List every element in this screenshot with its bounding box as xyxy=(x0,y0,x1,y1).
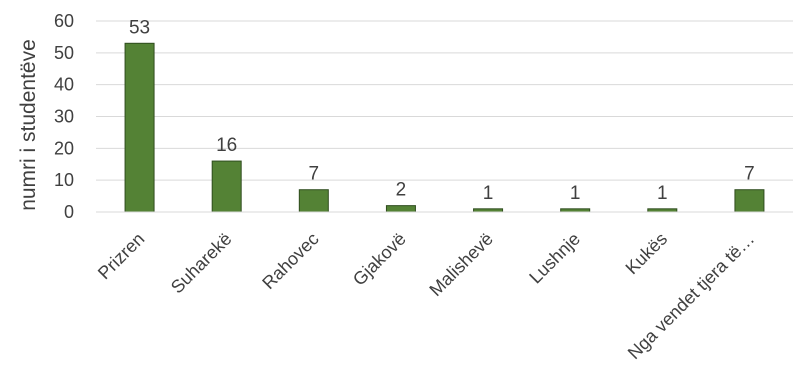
bar xyxy=(211,160,242,213)
bar xyxy=(124,42,155,213)
data-label: 1 xyxy=(483,183,494,204)
x-category-label: Rahovec xyxy=(258,229,322,293)
x-category-label: Lushnje xyxy=(525,229,584,288)
x-category-label: Suharekë xyxy=(167,229,236,298)
bar xyxy=(298,189,329,213)
data-label: 1 xyxy=(570,183,581,204)
y-tick-label: 30 xyxy=(54,107,74,127)
data-label: 16 xyxy=(216,135,237,156)
y-tick-label: 60 xyxy=(54,11,74,31)
x-category-label: Malishevë xyxy=(425,229,496,300)
bar xyxy=(734,189,765,213)
data-label: 53 xyxy=(129,17,150,38)
data-labels: 53 16 7 2 1 1 1 7 xyxy=(129,17,755,204)
gridlines xyxy=(96,20,793,181)
data-label: 1 xyxy=(657,183,668,204)
data-label: 7 xyxy=(744,164,755,185)
x-axis-categories: Prizren Suharekë Rahovec Gjakovë Malishevë Lu… xyxy=(94,229,758,363)
y-axis-ticks: 0 10 20 30 40 50 60 xyxy=(54,11,74,222)
y-tick-label: 20 xyxy=(54,138,74,158)
data-label: 2 xyxy=(396,180,407,201)
x-category-label: Prizren xyxy=(94,229,148,283)
bars xyxy=(124,42,765,213)
x-category-label: Gjakovë xyxy=(349,229,410,290)
bar xyxy=(385,205,416,213)
y-tick-label: 0 xyxy=(64,202,74,222)
data-label: 7 xyxy=(309,164,320,185)
y-tick-label: 10 xyxy=(54,170,74,190)
y-tick-label: 50 xyxy=(54,43,74,63)
y-tick-label: 40 xyxy=(54,75,74,95)
x-category-label: Kukës xyxy=(622,229,672,279)
y-axis-label: numri i studentëve xyxy=(17,39,40,211)
